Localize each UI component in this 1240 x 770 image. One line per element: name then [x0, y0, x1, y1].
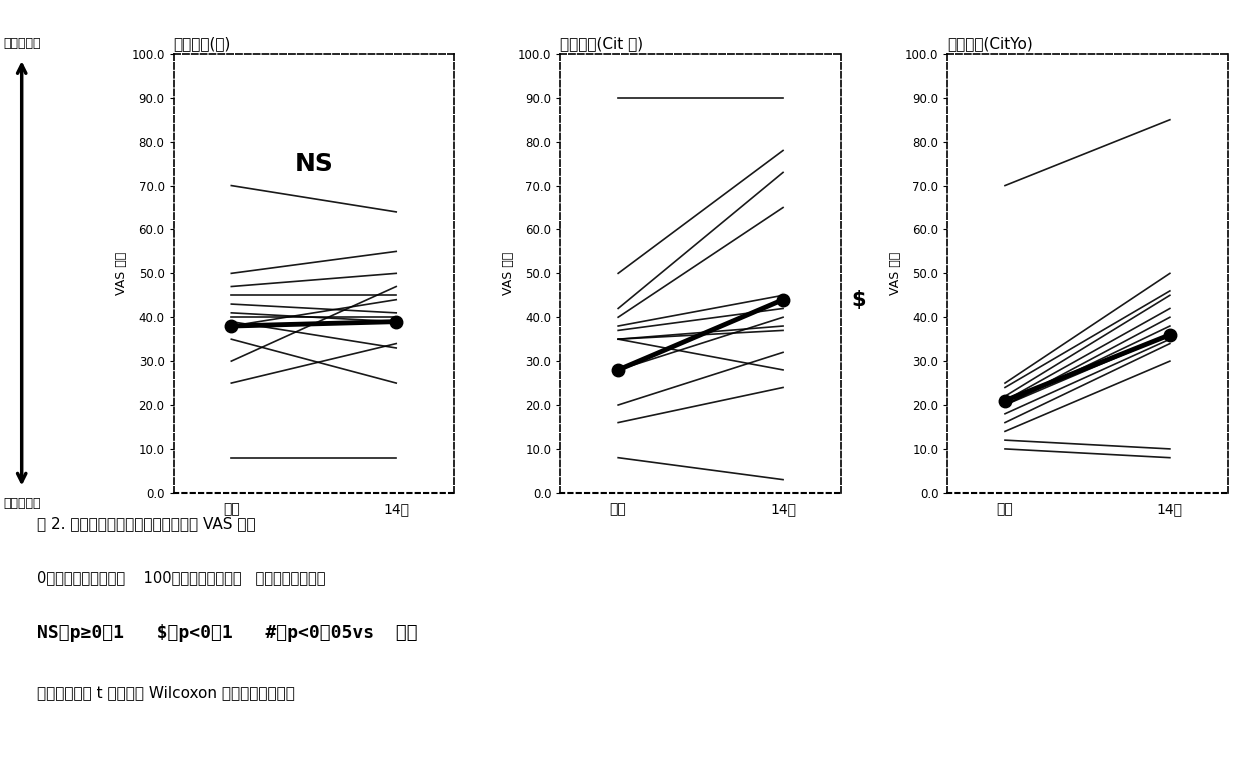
Y-axis label: VAS 分数: VAS 分数	[115, 252, 129, 295]
Text: NS: NS	[294, 152, 334, 176]
Y-axis label: VAS 分数: VAS 分数	[502, 252, 516, 295]
Text: 身体发冷(CitYo): 身体发冷(CitYo)	[947, 36, 1033, 52]
Text: 利用有对应的 t 检定或带 Wilcoxon 符号的顺序和检定: 利用有对应的 t 检定或带 Wilcoxon 符号的顺序和检定	[37, 685, 295, 700]
Text: 完全无感觉: 完全无感觉	[2, 36, 41, 49]
Text: #: #	[1239, 325, 1240, 345]
Text: $: $	[852, 290, 867, 310]
Text: 0：「非常冷吃不消」    100「完全没有感觉」   粗线表示平均值。: 0：「非常冷吃不消」 100「完全没有感觉」 粗线表示平均值。	[37, 570, 326, 584]
Text: 图 2. 试验前后各群的「身体发冷」的 VAS 结果: 图 2. 试验前后各群的「身体发冷」的 VAS 结果	[37, 516, 255, 531]
Text: 身体发冷(水): 身体发冷(水)	[174, 36, 231, 52]
Y-axis label: VAS 分数: VAS 分数	[889, 252, 903, 295]
Text: 身体发冷(Cit 水): 身体发冷(Cit 水)	[560, 36, 644, 52]
Text: NS：p≥0．1   $：p<0．1   #：p<0．05vs  之前: NS：p≥0．1 $：p<0．1 #：p<0．05vs 之前	[37, 624, 418, 641]
Text: 非常吃不消: 非常吃不消	[2, 497, 41, 511]
